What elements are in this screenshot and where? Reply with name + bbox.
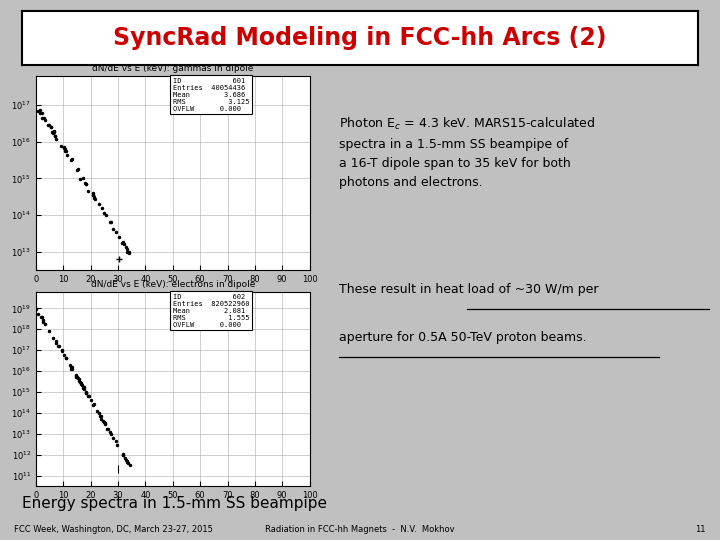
Text: Photon E$_c$ = 4.3 keV. MARS15-calculated
spectra in a 1.5-mm SS beampipe of
a 1: Photon E$_c$ = 4.3 keV. MARS15-calculate… <box>339 116 595 188</box>
Text: FCC Week, Washington, DC, March 23-27, 2015: FCC Week, Washington, DC, March 23-27, 2… <box>14 525 213 534</box>
Title: dN/dE vs E (keV): electrons in dipole: dN/dE vs E (keV): electrons in dipole <box>91 280 255 289</box>
Text: 11: 11 <box>695 525 706 534</box>
Text: SyncRad Modeling in FCC-hh Arcs (2): SyncRad Modeling in FCC-hh Arcs (2) <box>113 26 607 50</box>
Text: Radiation in FCC-hh Magnets  -  N.V.  Mokhov: Radiation in FCC-hh Magnets - N.V. Mokho… <box>265 525 455 534</box>
Text: Energy spectra in 1.5-mm SS beampipe: Energy spectra in 1.5-mm SS beampipe <box>22 496 327 511</box>
Text: aperture for 0.5A 50-TeV proton beams.: aperture for 0.5A 50-TeV proton beams. <box>339 332 587 345</box>
Text: ID            601
Entries  40054436
Mean        3.686
RMS          3.125
OVFLW  : ID 601 Entries 40054436 Mean 3.686 RMS 3… <box>173 78 249 112</box>
Text: These result in heat load of ~30 W/m per: These result in heat load of ~30 W/m per <box>339 284 598 296</box>
Text: ID            602
Entries  820522960
Mean        2.081
RMS          1.555
OVFLW : ID 602 Entries 820522960 Mean 2.081 RMS … <box>173 294 249 328</box>
Title: dN/dE vs E (keV): gammas in dipole: dN/dE vs E (keV): gammas in dipole <box>92 64 253 73</box>
